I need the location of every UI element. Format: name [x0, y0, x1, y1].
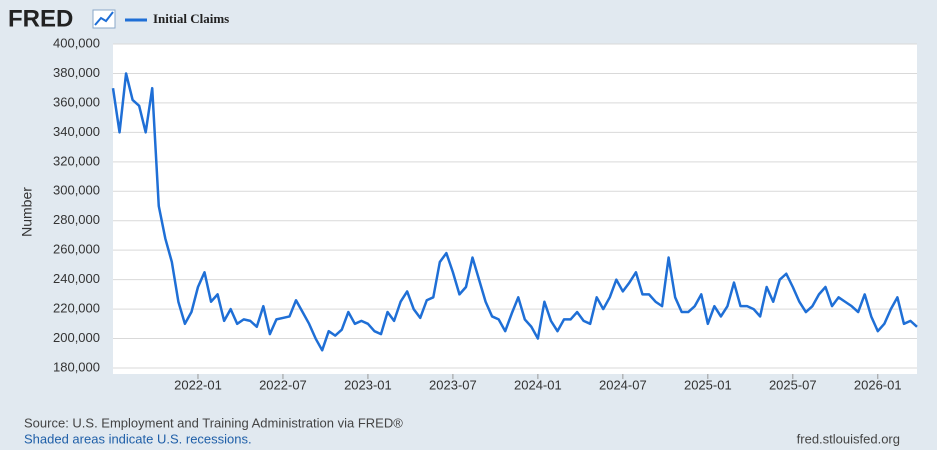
y-tick-label: 400,000 [53, 35, 100, 50]
y-tick-label: 320,000 [53, 153, 100, 168]
y-tick-label: 340,000 [53, 124, 100, 139]
logo: FRED [8, 5, 73, 32]
x-tick-label: 2022-01 [174, 377, 222, 392]
x-tick-label: 2023-07 [429, 377, 477, 392]
y-tick-label: 360,000 [53, 94, 100, 109]
legend-label: Initial Claims [153, 11, 229, 26]
y-tick-label: 220,000 [53, 301, 100, 316]
y-axis-label: Number [19, 187, 35, 237]
y-tick-label: 280,000 [53, 212, 100, 227]
x-tick-label: 2025-07 [769, 377, 817, 392]
y-tick-label: 260,000 [53, 242, 100, 257]
x-tick-label: 2022-07 [259, 377, 307, 392]
recession-note[interactable]: Shaded areas indicate U.S. recessions. [24, 431, 252, 446]
logo-icon [92, 9, 116, 29]
x-tick-label: 2024-01 [514, 377, 562, 392]
x-tick-label: 2024-07 [599, 377, 647, 392]
y-tick-label: 240,000 [53, 271, 100, 286]
site-link[interactable]: fred.stlouisfed.org [797, 431, 900, 446]
plot-area [113, 44, 917, 374]
y-tick-label: 300,000 [53, 183, 100, 198]
y-tick-label: 200,000 [53, 330, 100, 345]
x-tick-label: 2025-01 [684, 377, 732, 392]
x-tick-label: 2026-01 [854, 377, 902, 392]
y-tick-label: 180,000 [53, 359, 100, 374]
x-tick-label: 2023-01 [344, 377, 392, 392]
data-line [111, 72, 918, 352]
source-note: Source: U.S. Employment and Training Adm… [24, 415, 403, 430]
y-tick-label: 380,000 [53, 65, 100, 80]
